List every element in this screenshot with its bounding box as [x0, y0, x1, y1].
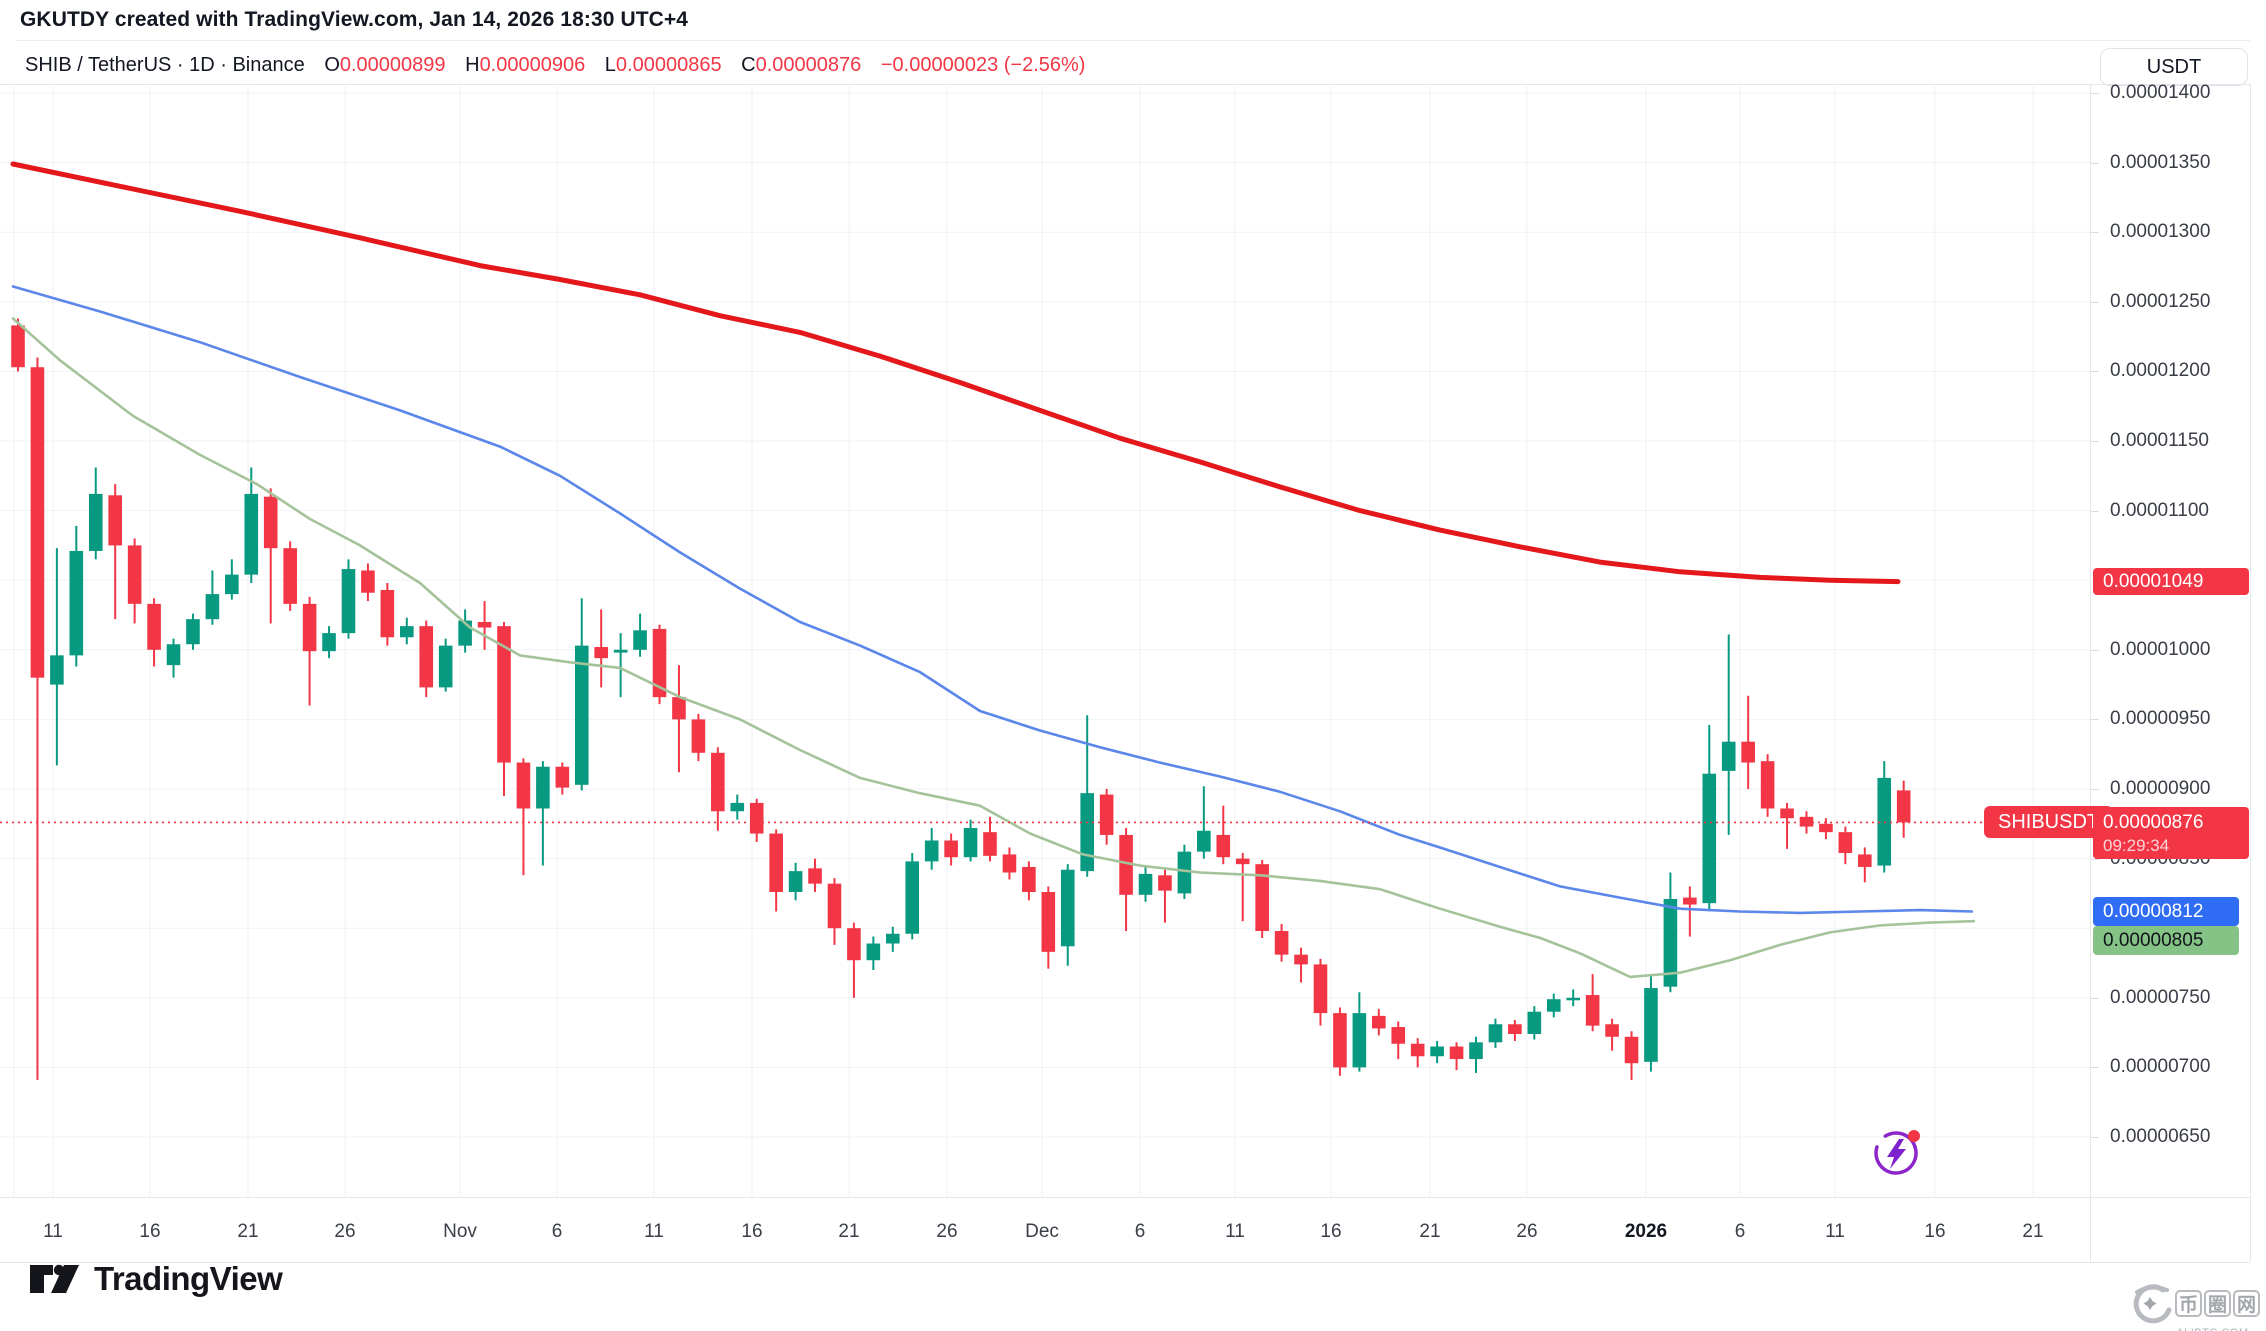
site-watermark: 币 圈 网 —ALIBTC.COM— — [2127, 1280, 2260, 1331]
price-axis-label: 0.00000950 — [2110, 708, 2211, 730]
toolbar-divider — [0, 84, 2250, 85]
time-axis-label: 6 — [1134, 1221, 1146, 1242]
watermark-char: 网 — [2233, 1289, 2260, 1317]
grid-lines — [0, 86, 2090, 1197]
page-title: GKUTDY created with TradingView.com, Jan… — [20, 8, 689, 31]
time-axis-label: 16 — [1924, 1221, 1946, 1242]
symbol-bar[interactable]: SHIB / TetherUS · 1D · Binance O0.000008… — [25, 54, 1085, 77]
time-axis-label: 11 — [43, 1221, 63, 1242]
time-axis-label: Dec — [1025, 1221, 1059, 1242]
lightning-bolt-icon — [1887, 1139, 1906, 1169]
time-axis-border — [0, 1197, 2250, 1198]
time-axis-label: 11 — [1825, 1221, 1845, 1242]
price-axis-label: 0.00001350 — [2110, 151, 2211, 173]
watermark-char: 圈 — [2204, 1289, 2231, 1317]
bar-countdown: 09:29:34 — [2103, 835, 2170, 855]
price-axis-tick — [2091, 1137, 2099, 1138]
ma-red-price-badge: 0.00001049 — [2093, 568, 2249, 596]
time-axis-label: 16 — [741, 1221, 763, 1242]
watermark-logo-icon — [2133, 1284, 2172, 1324]
price-axis-label: 0.00001300 — [2110, 221, 2211, 243]
time-axis-label: 21 — [838, 1221, 860, 1242]
price-axis-tick — [2091, 719, 2099, 721]
symbol-price-flag[interactable]: SHIBUSDT — [1984, 806, 2114, 839]
time-axis-label: Nov — [443, 1221, 477, 1242]
price-axis-label: 0.00001250 — [2110, 290, 2211, 312]
price-axis-tick — [2091, 301, 2099, 303]
watermark-site-text: —ALIBTC.COM— — [2165, 1327, 2260, 1331]
close-value: 0.00000876 — [755, 54, 862, 76]
time-axis-label: 26 — [334, 1221, 356, 1242]
ma-green-price-badge: 0.00000805 — [2093, 925, 2239, 955]
change-value: −0.00000023 (−2.56%) — [880, 54, 1086, 76]
time-axis-label: 11 — [1225, 1221, 1245, 1242]
ma-blue-line — [11, 285, 1974, 915]
time-axis-label: 21 — [237, 1221, 259, 1242]
time-axis-label: 2026 — [1624, 1221, 1668, 1242]
price-axis-tick — [2091, 441, 2099, 442]
price-axis-tick — [2091, 232, 2099, 234]
time-axis-label: 21 — [1419, 1221, 1441, 1242]
price-axis-tick — [2091, 162, 2099, 164]
last-price-value: 0.00000876 — [2103, 811, 2204, 833]
time-axis-label: 16 — [139, 1221, 161, 1242]
time-axis-label: 21 — [2022, 1221, 2044, 1242]
price-axis-tick — [2091, 858, 2099, 860]
price-axis-tick — [2091, 93, 2099, 94]
event-marker-icon[interactable] — [1871, 1126, 1925, 1180]
price-axis-border — [2090, 84, 2091, 1262]
moving-averages — [10, 161, 1976, 979]
time-axis-label: 6 — [1734, 1221, 1746, 1242]
time-axis-label: 11 — [644, 1221, 664, 1242]
time-axis-label: 6 — [551, 1221, 563, 1242]
widget-right-border — [2250, 84, 2251, 1262]
price-axis-label: 0.00001150 — [2110, 430, 2209, 451]
price-axis-tick — [2091, 649, 2099, 651]
tradingview-logo-icon — [30, 1264, 79, 1293]
price-axis-label: 0.00001200 — [2110, 360, 2211, 382]
ma-green-line — [11, 317, 1976, 979]
price-axis-label: 0.00001000 — [2110, 638, 2211, 660]
open-value: 0.00000899 — [339, 54, 446, 76]
price-axis-label: 0.00000650 — [2110, 1126, 2211, 1147]
high-label: H0.00000906 — [465, 54, 586, 76]
widget-bottom-border — [0, 1262, 2250, 1263]
watermark-char: 币 — [2175, 1289, 2202, 1317]
notification-dot — [1908, 1130, 1920, 1142]
last-price-badge: 0.00000876 09:29:34 — [2093, 807, 2249, 860]
price-axis-label: 0.00001400 — [2110, 82, 2211, 103]
price-axis-label: 0.00000900 — [2110, 778, 2211, 799]
candles-series — [11, 318, 1911, 1080]
tradingview-logo-text: TradingView — [94, 1260, 283, 1297]
price-axis-tick — [2091, 997, 2099, 999]
currency-toggle-button[interactable]: USDT — [2100, 48, 2248, 86]
ma-blue-price-badge: 0.00000812 — [2093, 896, 2239, 926]
close-label: C0.00000876 — [741, 54, 862, 76]
time-axis-label: 26 — [936, 1221, 958, 1242]
price-axis-tick — [2091, 789, 2099, 790]
price-axis-tick — [2091, 510, 2099, 512]
low-label: L0.00000865 — [604, 54, 722, 76]
price-axis-label: 0.00000750 — [2110, 986, 2211, 1008]
price-axis-tick — [2091, 1067, 2099, 1069]
symbol-name[interactable]: SHIB / TetherUS · 1D · Binance — [25, 54, 305, 76]
time-axis-label: 16 — [1320, 1221, 1342, 1242]
price-axis-label: 0.00000700 — [2110, 1056, 2211, 1078]
high-value: 0.00000906 — [479, 54, 586, 76]
price-axis-label: 0.00001100 — [2110, 499, 2209, 521]
time-axis-label: 26 — [1516, 1221, 1538, 1242]
ma-red-line — [10, 161, 1901, 585]
tradingview-logo[interactable]: TradingView — [30, 1260, 283, 1298]
header-divider — [15, 40, 2250, 41]
price-axis-tick — [2091, 371, 2099, 373]
low-value: 0.00000865 — [615, 54, 722, 76]
open-label: O0.00000899 — [324, 54, 446, 76]
